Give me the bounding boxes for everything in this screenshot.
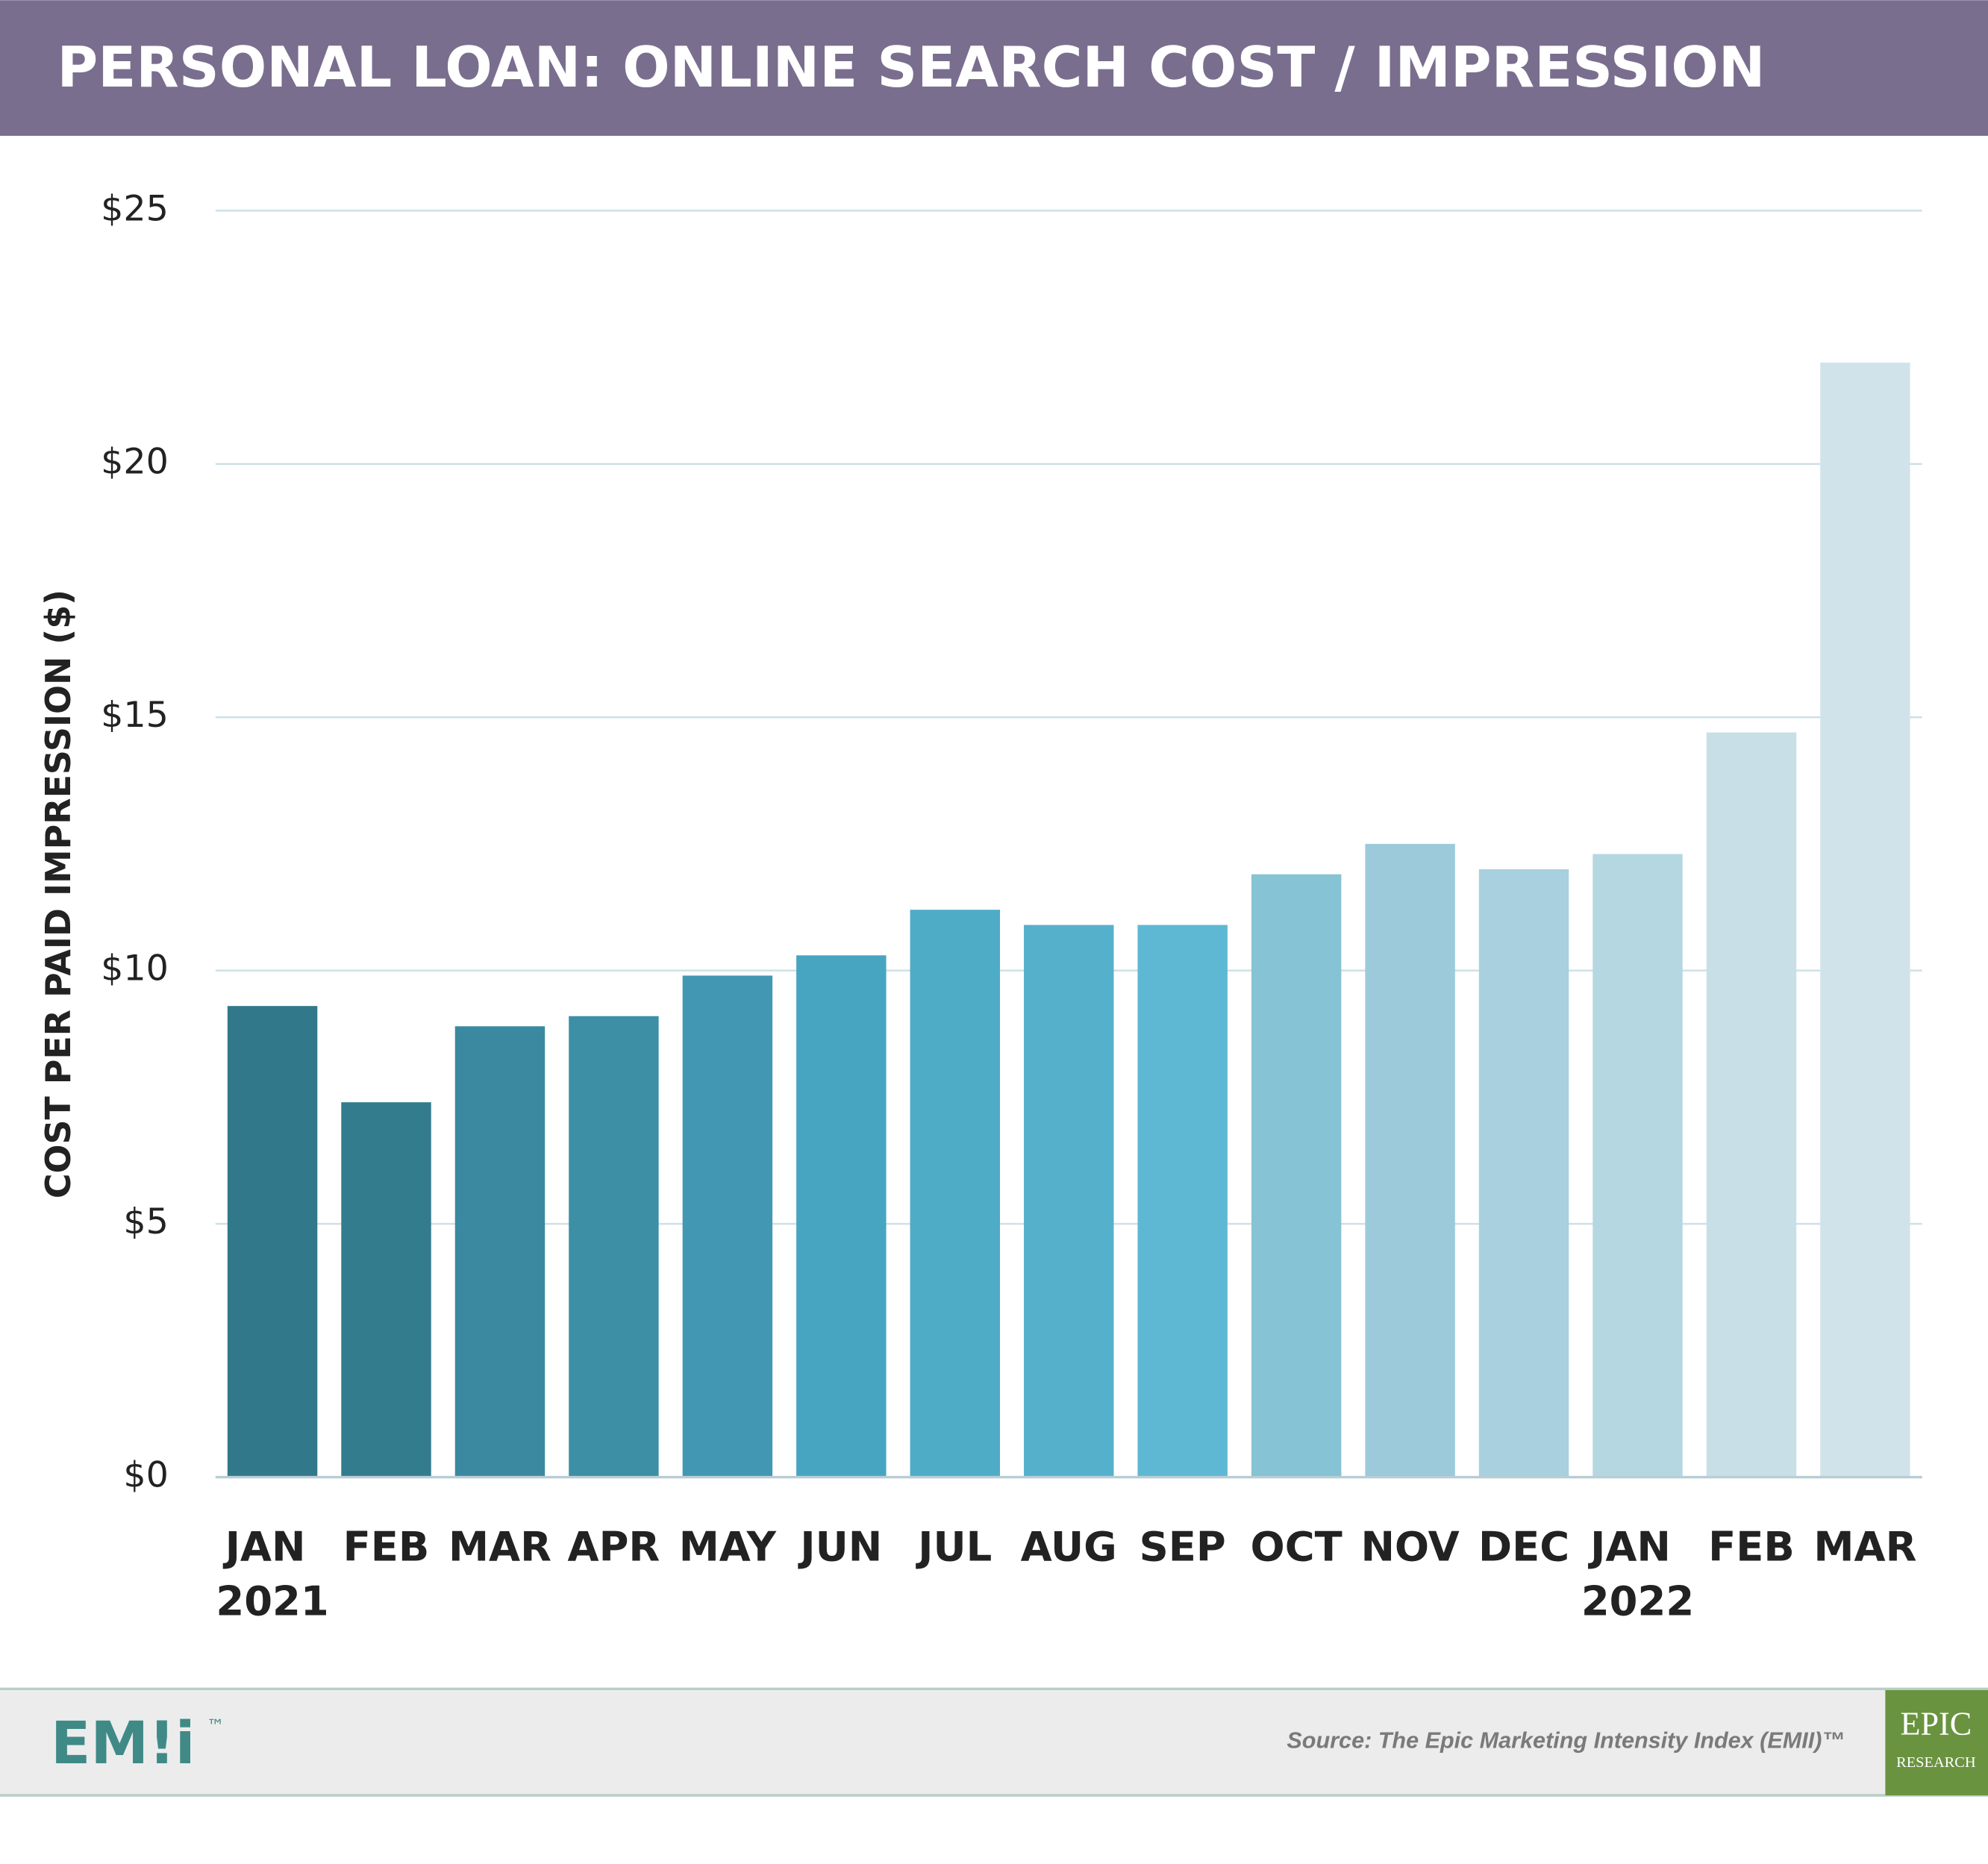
y-tick-label: $5 — [123, 1201, 169, 1242]
bar — [1251, 874, 1342, 1477]
y-tick-label: $25 — [101, 188, 169, 229]
logo: EM!i — [51, 1710, 196, 1777]
logo-mark: ™ — [207, 1716, 225, 1736]
x-tick-label: MAR — [448, 1524, 551, 1571]
x-tick-label: AUG — [1021, 1524, 1117, 1571]
bar — [1024, 925, 1114, 1477]
badge-box — [1885, 1689, 1988, 1796]
x-tick-label: JAN 2022 — [1581, 1524, 1694, 1625]
bar — [1478, 869, 1569, 1477]
x-tick-label: FEB — [343, 1524, 430, 1571]
x-tick-label: MAY — [679, 1524, 777, 1571]
x-tick-label: SEP — [1140, 1524, 1226, 1571]
y-tick-label: $20 — [101, 442, 169, 483]
x-tick-label: OCT — [1251, 1524, 1342, 1571]
y-axis-label: COST PER PAID IMPRESSION ($) — [38, 589, 78, 1198]
bar — [796, 955, 887, 1477]
x-tick-label: JUL — [915, 1524, 992, 1571]
footer-band — [0, 1689, 1988, 1796]
source: Source: The Epic Marketing Intensity Ind… — [1287, 1728, 1845, 1754]
x-tick-label: NOV — [1360, 1524, 1459, 1571]
x-tick-label: FEB — [1708, 1524, 1795, 1571]
bar — [227, 1006, 318, 1477]
badge-title: EPIC — [1900, 1705, 1972, 1742]
bar — [682, 975, 773, 1477]
x-tick-label: JAN 2021 — [216, 1524, 328, 1625]
bar — [1365, 843, 1455, 1477]
header-band — [0, 0, 1988, 137]
x-tick-label: JUN — [797, 1524, 882, 1571]
bar — [454, 1026, 546, 1477]
bar — [1706, 732, 1797, 1477]
badge-subtitle: RESEARCH — [1896, 1754, 1976, 1771]
bar — [569, 1016, 659, 1477]
x-tick-label: MAR — [1813, 1524, 1916, 1571]
x-tick-label: DEC — [1478, 1524, 1569, 1571]
y-tick-label: $15 — [101, 695, 169, 736]
x-tick-label: APR — [568, 1524, 660, 1571]
y-tick-label: $10 — [101, 948, 169, 989]
bar — [341, 1102, 431, 1477]
bar — [1137, 925, 1228, 1477]
chart-title: PERSONAL LOAN: ONLINE SEARCH COST / IMPR… — [57, 35, 1765, 100]
bar — [1592, 854, 1683, 1477]
y-tick-label: $0 — [123, 1455, 169, 1496]
bar — [910, 910, 1001, 1477]
bar — [1820, 362, 1910, 1477]
